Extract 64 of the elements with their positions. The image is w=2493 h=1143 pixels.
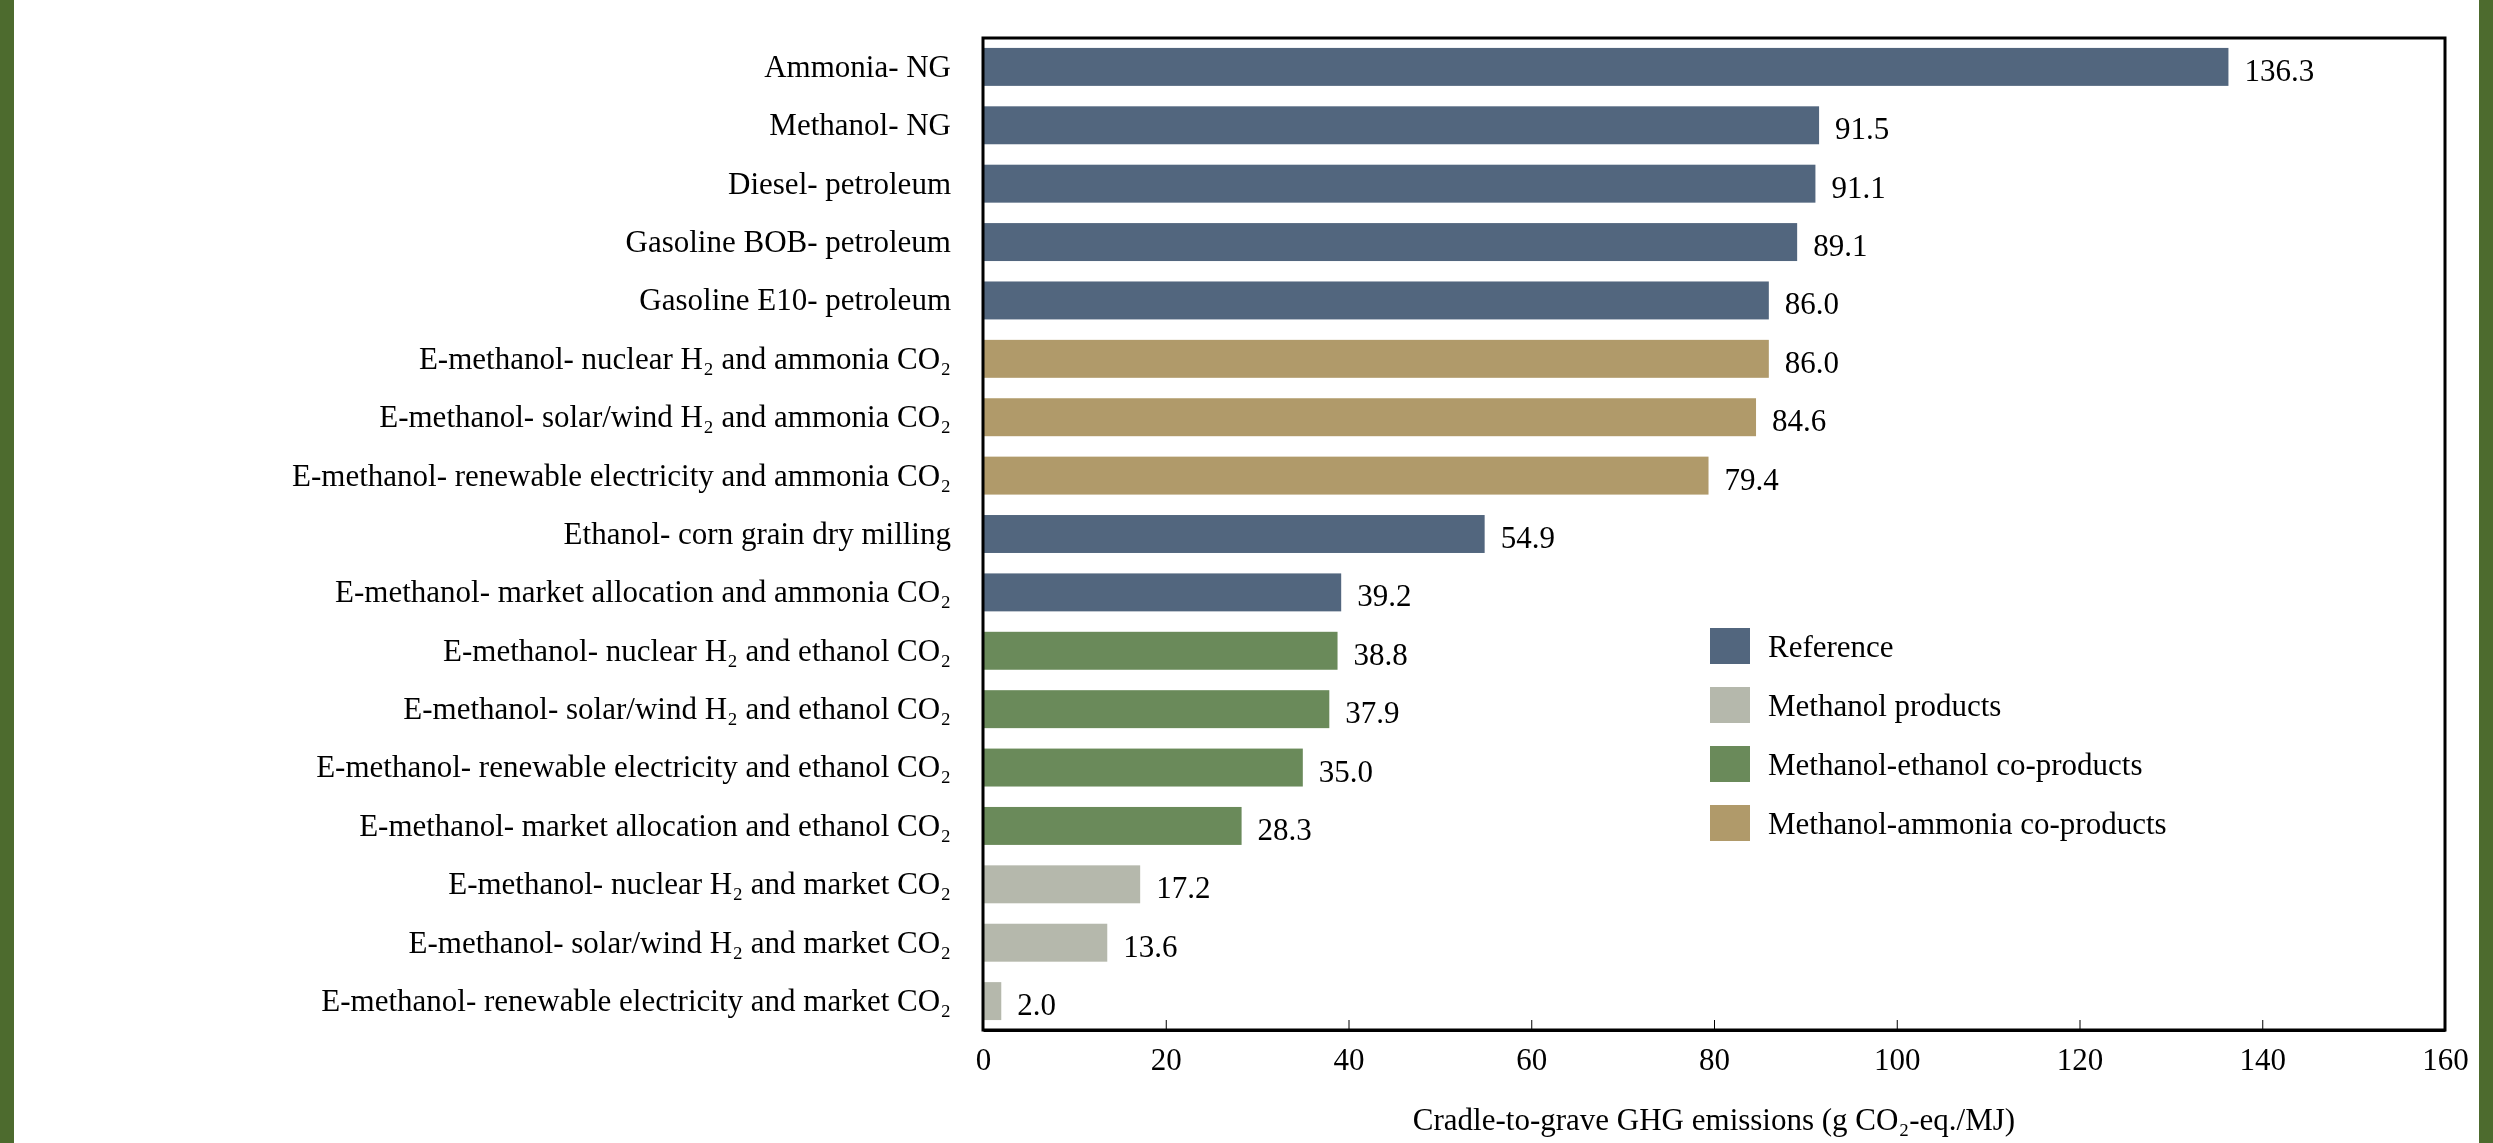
bar bbox=[983, 339, 1769, 378]
data-label: 13.6 bbox=[1123, 928, 1178, 964]
bar bbox=[983, 223, 1798, 262]
y-tick-label: E-methanol- market allocation and ammonia CO₂ bbox=[335, 574, 951, 610]
data-label: 28.3 bbox=[1257, 811, 1312, 847]
y-tick-label: E-methanol- solar/wind H₂ and market CO₂ bbox=[408, 924, 951, 960]
y-tick-label: E-methanol- renewable electricity and market CO₂ bbox=[321, 983, 951, 1019]
data-label: 86.0 bbox=[1784, 286, 1840, 322]
y-tick-label: E-methanol- solar/wind H₂ and ethanol CO₂ bbox=[403, 691, 951, 727]
y-tick-label: E-methanol- renewable electricity and ammonia CO₂ bbox=[292, 457, 951, 493]
data-label: 39.2 bbox=[1357, 578, 1412, 614]
x-tick-label: 160 bbox=[2422, 1042, 2469, 1078]
bar bbox=[983, 398, 1757, 437]
data-label: 35.0 bbox=[1318, 753, 1374, 789]
x-tick-label: 0 bbox=[975, 1042, 992, 1078]
data-label: 89.1 bbox=[1813, 228, 1868, 264]
bar bbox=[983, 164, 1816, 203]
y-tick-label: Diesel- petroleum bbox=[728, 165, 951, 201]
data-label: 84.6 bbox=[1772, 403, 1827, 439]
bar bbox=[983, 690, 1330, 729]
data-label: 136.3 bbox=[2244, 52, 2315, 88]
bar bbox=[983, 806, 1242, 845]
legend-label: Methanol products bbox=[1768, 688, 2002, 723]
bar bbox=[983, 456, 1709, 495]
bar bbox=[983, 47, 2229, 86]
bar bbox=[983, 923, 1108, 962]
data-label: 38.8 bbox=[1353, 636, 1408, 672]
x-tick-label: 80 bbox=[1699, 1042, 1730, 1078]
data-label: 54.9 bbox=[1500, 520, 1555, 555]
x-tick-label: 40 bbox=[1333, 1042, 1365, 1078]
y-tick-label: Ethanol- corn grain dry milling bbox=[563, 515, 951, 551]
y-tick-label: Gasoline BOB- petroleum bbox=[625, 223, 951, 259]
y-tick-label: E-methanol- nuclear H₂ and ammonia CO₂ bbox=[418, 340, 951, 376]
bar bbox=[983, 106, 1820, 145]
y-tick-label: Ammonia- NG bbox=[764, 48, 951, 84]
y-tick-label: E-methanol- nuclear H₂ and market CO₂ bbox=[448, 866, 951, 902]
y-tick-label: Gasoline E10- petroleum bbox=[639, 282, 951, 318]
x-tick-label: 60 bbox=[1516, 1042, 1548, 1078]
x-tick-label: 100 bbox=[1874, 1042, 1921, 1078]
bar bbox=[983, 515, 1485, 553]
x-axis-title: Cradle-to-grave GHG emissions (g CO₂-eq./MJ) bbox=[1412, 1102, 2016, 1137]
data-label: 79.4 bbox=[1724, 461, 1780, 497]
legend-label: Methanol-ethanol co-products bbox=[1768, 747, 2143, 782]
y-tick-label: Methanol- NG bbox=[769, 107, 951, 143]
bar bbox=[983, 748, 1303, 787]
y-tick-label: E-methanol- market allocation and ethanol CO₂ bbox=[359, 807, 951, 843]
data-label: 86.0 bbox=[1784, 344, 1840, 380]
x-tick-label: 20 bbox=[1150, 1042, 1182, 1078]
bar bbox=[983, 281, 1769, 320]
data-label: 2.0 bbox=[1017, 987, 1057, 1023]
legend-label: Reference bbox=[1768, 629, 1894, 664]
x-tick-label: 120 bbox=[2056, 1042, 2104, 1078]
bar bbox=[983, 631, 1338, 670]
y-tick-label: E-methanol- nuclear H₂ and ethanol CO₂ bbox=[443, 632, 951, 668]
y-tick-label: E-methanol- solar/wind H₂ and ammonia CO₂ bbox=[379, 399, 951, 435]
x-tick-label: 140 bbox=[2239, 1042, 2286, 1078]
legend-label: Methanol-ammonia co-products bbox=[1768, 806, 2167, 841]
y-tick-label: E-methanol- renewable electricity and ethanol CO₂ bbox=[316, 749, 951, 785]
data-label: 91.5 bbox=[1835, 111, 1890, 147]
data-label: 17.2 bbox=[1156, 870, 1211, 906]
data-label: 91.1 bbox=[1831, 169, 1886, 205]
bar bbox=[983, 865, 1141, 904]
bar bbox=[983, 573, 1342, 612]
data-label: 37.9 bbox=[1345, 695, 1400, 731]
